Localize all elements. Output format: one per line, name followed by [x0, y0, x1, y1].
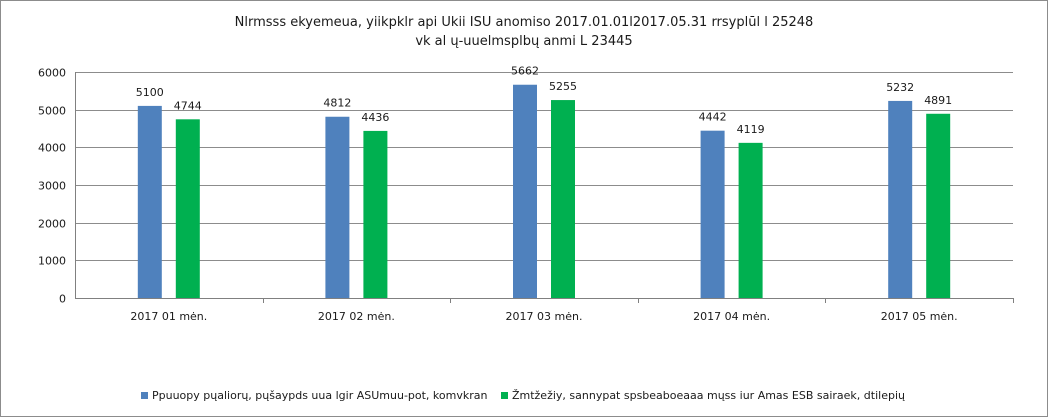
legend-label: Žmtžežiy, sannypat spsbeaboeaaa mųss iur… [511, 389, 905, 402]
legend-swatch [500, 392, 508, 399]
bar [926, 113, 951, 298]
data-label: 4891 [924, 94, 952, 107]
x-tick-label: 2017 01 mėn. [130, 310, 207, 323]
legend-item: Ppuuopy pųaliorų, pųšaypds uua lgir ASUm… [141, 389, 487, 402]
y-tick-label: 6000 [38, 67, 66, 80]
data-label: 4812 [323, 97, 351, 110]
y-tick-label: 4000 [38, 142, 66, 155]
x-tick-label: 2017 04 mėn. [693, 310, 770, 323]
y-tick-label: 3000 [38, 180, 66, 193]
bar [137, 105, 162, 299]
chart-title: Nlrmsss ekyemeua, yiikpklr api Ukii ISU … [234, 15, 814, 30]
data-label: 5662 [511, 65, 539, 78]
y-tick-label: 1000 [38, 255, 66, 268]
bar [738, 142, 763, 298]
bar [700, 130, 725, 298]
data-label: 4119 [737, 123, 765, 136]
data-label: 4436 [361, 111, 389, 124]
data-label: 4442 [699, 111, 727, 124]
data-label: 5100 [136, 86, 164, 99]
x-tick-label: 2017 05 mėn. [881, 310, 958, 323]
chart-title-block: Nlrmsss ekyemeua, yiikpklr api Ukii ISU … [1, 13, 1047, 51]
legend-swatch [141, 392, 148, 399]
bar [513, 84, 537, 299]
y-tick-label: 2000 [38, 218, 66, 231]
bar [363, 130, 388, 298]
legend: Ppuuopy pųaliorų, pųšaypds uua lgir ASUm… [0, 389, 1046, 402]
legend-label: Ppuuopy pųaliorų, pųšaypds uua lgir ASUm… [152, 389, 488, 402]
bar [175, 119, 200, 299]
data-label: 5232 [886, 81, 914, 94]
y-tick-label: 5000 [38, 105, 66, 118]
bar [551, 100, 575, 298]
y-tick-label: 0 [59, 293, 66, 306]
x-tick-label: 2017 03 mėn. [506, 310, 583, 323]
bar [325, 116, 350, 298]
chart-subtitle: vk al ų-uuelmsplbų anmi L 23445 [415, 34, 633, 49]
bar [888, 100, 913, 298]
x-tick-label: 2017 02 mėn. [318, 310, 395, 323]
legend-item: Žmtžežiy, sannypat spsbeaboeaaa mųss iur… [500, 389, 905, 402]
data-label: 5255 [549, 80, 577, 93]
data-label: 4744 [174, 99, 202, 112]
